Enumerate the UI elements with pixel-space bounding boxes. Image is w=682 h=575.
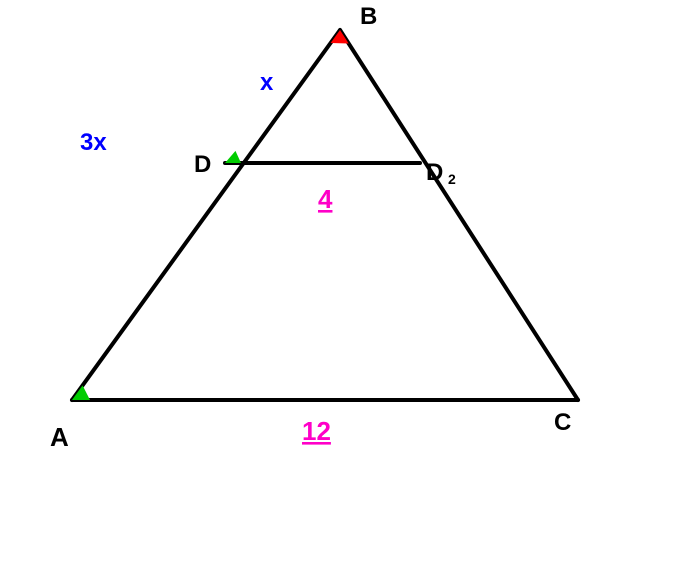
- label-vertex-d2: D: [426, 159, 443, 186]
- label-algebra-3x: 3x: [80, 129, 107, 156]
- angle-marker-a: [72, 385, 90, 400]
- label-measure-ac: 12: [302, 416, 331, 446]
- label-vertex-a: A: [50, 422, 69, 452]
- label-vertex-d2-sub: 2: [448, 171, 456, 187]
- edge-bc: [340, 30, 578, 400]
- label-vertex-b: B: [360, 3, 377, 30]
- label-vertex-c: C: [554, 409, 571, 436]
- label-algebra-x: x: [260, 69, 274, 96]
- edge-ab: [72, 30, 340, 400]
- label-vertex-d: D: [194, 151, 211, 178]
- label-measure-dd2: 4: [318, 184, 333, 214]
- angle-marker-d: [225, 151, 241, 163]
